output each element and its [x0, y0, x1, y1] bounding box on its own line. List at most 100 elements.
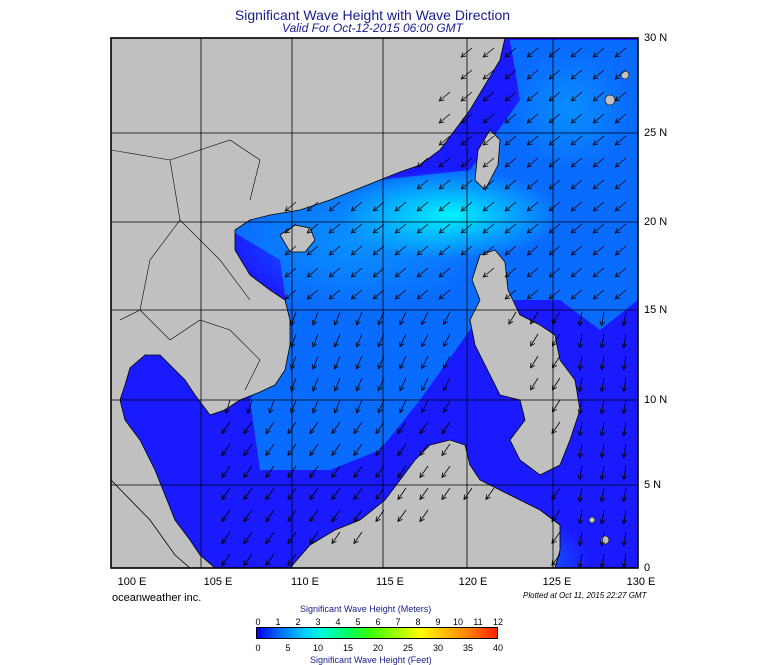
- wave-arrow: [309, 509, 319, 522]
- wave-arrow: [312, 333, 319, 348]
- wave-arrow-head: [460, 96, 467, 102]
- wave-arrow: [593, 113, 605, 124]
- wave-arrow-head: [309, 450, 315, 457]
- wave-arrow-head: [333, 385, 339, 392]
- wave-arrow-head: [441, 472, 447, 479]
- wave-arrow: [443, 355, 451, 369]
- wave-arrow: [549, 47, 561, 58]
- wave-arrow: [601, 421, 605, 436]
- wave-arrow-head: [355, 363, 361, 370]
- scale-tick-meters: 7: [395, 617, 401, 627]
- wave-arrow-head: [526, 206, 533, 212]
- wave-arrow-head: [577, 364, 584, 371]
- wave-arrow: [243, 421, 253, 434]
- wave-arrow: [505, 91, 517, 102]
- wave-arrow-head: [526, 52, 533, 58]
- wave-arrow-head: [416, 162, 423, 168]
- wave-arrow-head: [526, 250, 533, 256]
- lon-label-100e: 100 E: [117, 576, 147, 588]
- wave-arrow-head: [243, 538, 249, 545]
- wave-arrow-head: [551, 428, 557, 435]
- lon-label-120e: 120 E: [458, 576, 488, 588]
- wave-arrow-head: [397, 450, 403, 457]
- wave-arrow-head: [311, 320, 318, 326]
- wave-arrow: [593, 135, 605, 146]
- wave-arrow: [290, 399, 297, 414]
- wave-arrow: [421, 399, 429, 413]
- wave-arrow: [527, 135, 539, 146]
- wave-arrow: [377, 399, 385, 413]
- wave-arrow: [443, 311, 451, 325]
- wave-arrow-head: [548, 118, 555, 124]
- wave-arrow: [508, 311, 517, 325]
- wave-arrow: [417, 267, 429, 278]
- wave-arrow: [395, 245, 407, 256]
- wave-arrow-head: [599, 540, 606, 547]
- wave-arrow-head: [421, 341, 427, 348]
- wave-arrow: [552, 377, 561, 390]
- wave-arrow-head: [265, 516, 271, 523]
- wave-arrow: [530, 311, 539, 325]
- wave-arrow-head: [599, 320, 606, 327]
- wave-arrow-head: [377, 385, 383, 392]
- wave-arrow-head: [570, 206, 577, 212]
- wave-arrow-head: [441, 428, 447, 435]
- wave-arrow: [623, 487, 627, 502]
- wave-arrow: [549, 245, 561, 256]
- wave-arrow: [623, 509, 627, 524]
- wave-arrow: [623, 443, 627, 458]
- wave-arrow-head: [416, 228, 423, 234]
- wave-arrow: [439, 245, 451, 256]
- wave-arrow: [334, 399, 341, 414]
- wave-arrow: [331, 421, 341, 434]
- wave-arrow-head: [397, 494, 403, 501]
- lat-label-20n: 20 N: [644, 216, 668, 228]
- wave-arrow-head: [438, 272, 445, 278]
- wave-arrow-head: [399, 385, 405, 392]
- wave-arrow: [417, 289, 429, 300]
- wave-arrow-head: [311, 364, 318, 370]
- wave-arrow-head: [287, 494, 293, 501]
- wave-arrow-head: [504, 250, 511, 256]
- wave-arrow: [483, 201, 495, 212]
- wave-arrow: [312, 399, 319, 414]
- scale-tick-meters: 1: [275, 617, 281, 627]
- wave-arrow-head: [438, 140, 445, 146]
- wave-arrow: [419, 421, 429, 434]
- wave-arrow-head: [375, 472, 381, 479]
- wave-arrow: [579, 487, 583, 502]
- wave-arrow: [483, 135, 495, 146]
- wave-arrow: [307, 289, 319, 300]
- wave-arrow: [530, 377, 539, 391]
- wave-arrow-head: [526, 294, 533, 300]
- wave-arrow-head: [309, 472, 315, 479]
- wave-arrow-head: [548, 96, 555, 102]
- wave-arrow: [527, 69, 539, 80]
- wave-arrow: [329, 245, 341, 256]
- wave-arrow-head: [577, 496, 584, 503]
- wave-arrow: [549, 289, 561, 300]
- wave-arrow-head: [243, 450, 249, 457]
- scale-tick-meters: 2: [295, 617, 301, 627]
- wave-arrow: [439, 267, 451, 278]
- wave-arrow: [421, 355, 429, 369]
- wave-arrow-head: [548, 206, 555, 212]
- wave-arrow: [601, 311, 605, 326]
- wave-arrow-head: [290, 342, 296, 348]
- wave-arrow: [579, 509, 583, 524]
- wave-arrow-head: [460, 118, 467, 124]
- wave-arrow: [221, 553, 231, 566]
- wave-arrow-head: [526, 74, 533, 80]
- wave-arrow: [285, 201, 297, 212]
- wave-arrow: [395, 267, 407, 278]
- wave-arrow: [579, 333, 583, 348]
- wave-arrow: [552, 311, 561, 324]
- wave-arrow: [221, 443, 231, 456]
- wave-arrow: [334, 333, 341, 348]
- wave-arrow: [243, 487, 253, 500]
- wave-arrow: [417, 201, 429, 212]
- wave-arrow-head: [306, 228, 313, 234]
- wave-arrow-head: [570, 140, 577, 146]
- wave-arrow-head: [460, 250, 467, 256]
- wave-arrow-head: [577, 342, 584, 349]
